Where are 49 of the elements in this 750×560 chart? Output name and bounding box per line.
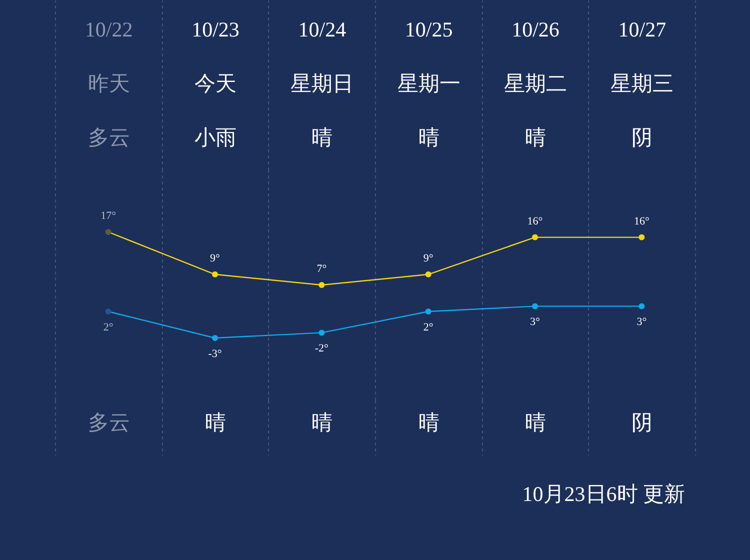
data-label: -2° bbox=[314, 342, 328, 355]
point bbox=[532, 234, 538, 240]
point bbox=[638, 303, 645, 310]
data-label: 7° bbox=[316, 263, 327, 275]
text: 昨天 bbox=[88, 72, 130, 96]
text: 晴 bbox=[418, 410, 440, 434]
x-tick-label: 10/24 bbox=[298, 18, 347, 42]
data-label: 17° bbox=[100, 210, 116, 222]
text: 小雨 bbox=[194, 126, 236, 150]
point bbox=[318, 282, 325, 288]
text: 晴 bbox=[312, 126, 333, 150]
data-label: 2° bbox=[423, 322, 434, 334]
data-label: 3° bbox=[530, 316, 540, 328]
point bbox=[425, 271, 432, 278]
data-label: 16° bbox=[634, 215, 650, 228]
data-label: 16° bbox=[527, 215, 543, 228]
x-tick-label: 10/27 bbox=[618, 18, 666, 42]
text: 晴 bbox=[312, 410, 333, 434]
data-label: 3° bbox=[636, 316, 647, 328]
x-tick-label: 10/22 bbox=[84, 18, 133, 42]
data-label: -3° bbox=[208, 348, 222, 360]
text: 晴 bbox=[418, 126, 440, 150]
text: 阴 bbox=[632, 410, 653, 434]
text: 星期日 bbox=[290, 72, 354, 96]
x-tick-label: 10/25 bbox=[404, 18, 453, 42]
text: 星期一 bbox=[397, 72, 460, 96]
text: 晴 bbox=[525, 410, 546, 434]
text: 星期三 bbox=[610, 72, 674, 96]
text: 阴 bbox=[632, 126, 653, 150]
text: 多云 bbox=[88, 410, 130, 434]
data-label: 9° bbox=[210, 252, 220, 264]
point bbox=[532, 303, 538, 310]
text: 多云 bbox=[88, 126, 130, 150]
point bbox=[105, 229, 112, 235]
point bbox=[425, 308, 432, 314]
text: 晴 bbox=[205, 410, 226, 434]
data-label: 9° bbox=[423, 252, 434, 264]
data-label: 2° bbox=[103, 322, 114, 334]
x-tick-label: 10/26 bbox=[512, 18, 560, 42]
point bbox=[638, 234, 645, 240]
x-tick-label: 10/23 bbox=[192, 18, 240, 42]
point bbox=[212, 335, 218, 341]
text: 10月23日6时 更新 bbox=[522, 481, 685, 508]
text: 晴 bbox=[525, 126, 546, 150]
point bbox=[318, 330, 325, 336]
text: 星期二 bbox=[504, 72, 567, 96]
point bbox=[105, 308, 112, 314]
point bbox=[212, 271, 218, 278]
text: 今天 bbox=[194, 72, 236, 96]
